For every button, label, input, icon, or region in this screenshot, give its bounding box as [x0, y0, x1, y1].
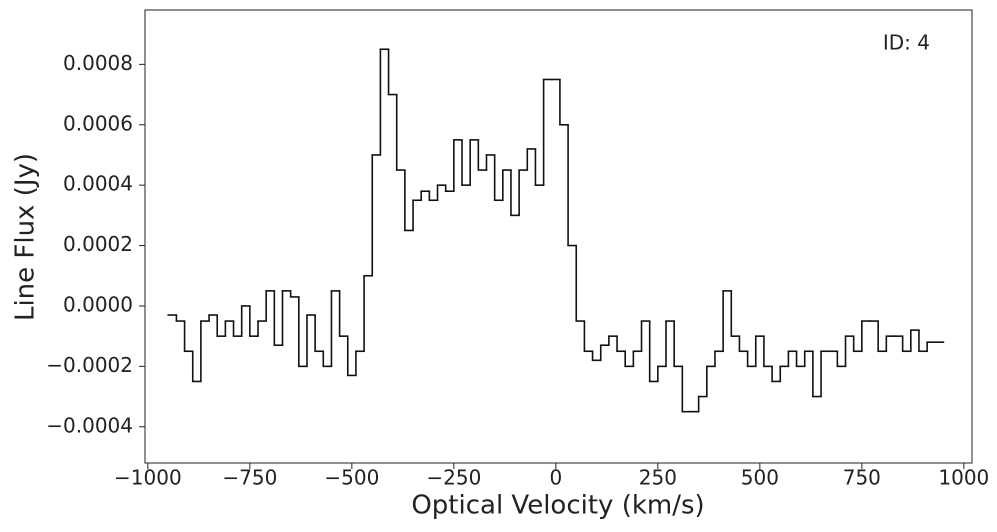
- y-tick-label: −0.0002: [46, 353, 133, 377]
- x-tick-label: −250: [426, 466, 481, 490]
- y-tick-label: −0.0004: [46, 413, 133, 437]
- x-tick-label: 750: [843, 466, 881, 490]
- x-tick-label: 250: [639, 466, 677, 490]
- plot-frame: [144, 9, 973, 464]
- y-tick-label: 0.0006: [63, 111, 133, 135]
- x-tick-label: −500: [324, 466, 379, 490]
- x-tick-label: 1000: [938, 466, 989, 490]
- y-tick-label: 0.0008: [63, 51, 133, 75]
- x-tick-label: 500: [741, 466, 779, 490]
- x-tick-label: −750: [222, 466, 277, 490]
- x-tick-label: 0: [549, 466, 562, 490]
- y-axis-label: Line Flux (Jy): [11, 153, 41, 321]
- annotation: ID: 4: [883, 31, 930, 55]
- y-tick-label: 0.0004: [63, 172, 133, 196]
- y-tick-label: 0.0002: [63, 232, 133, 256]
- y-tick-label: 0.0000: [63, 292, 133, 316]
- x-tick-label: −1000: [114, 466, 182, 490]
- x-axis-label: Optical Velocity (km/s): [411, 491, 704, 521]
